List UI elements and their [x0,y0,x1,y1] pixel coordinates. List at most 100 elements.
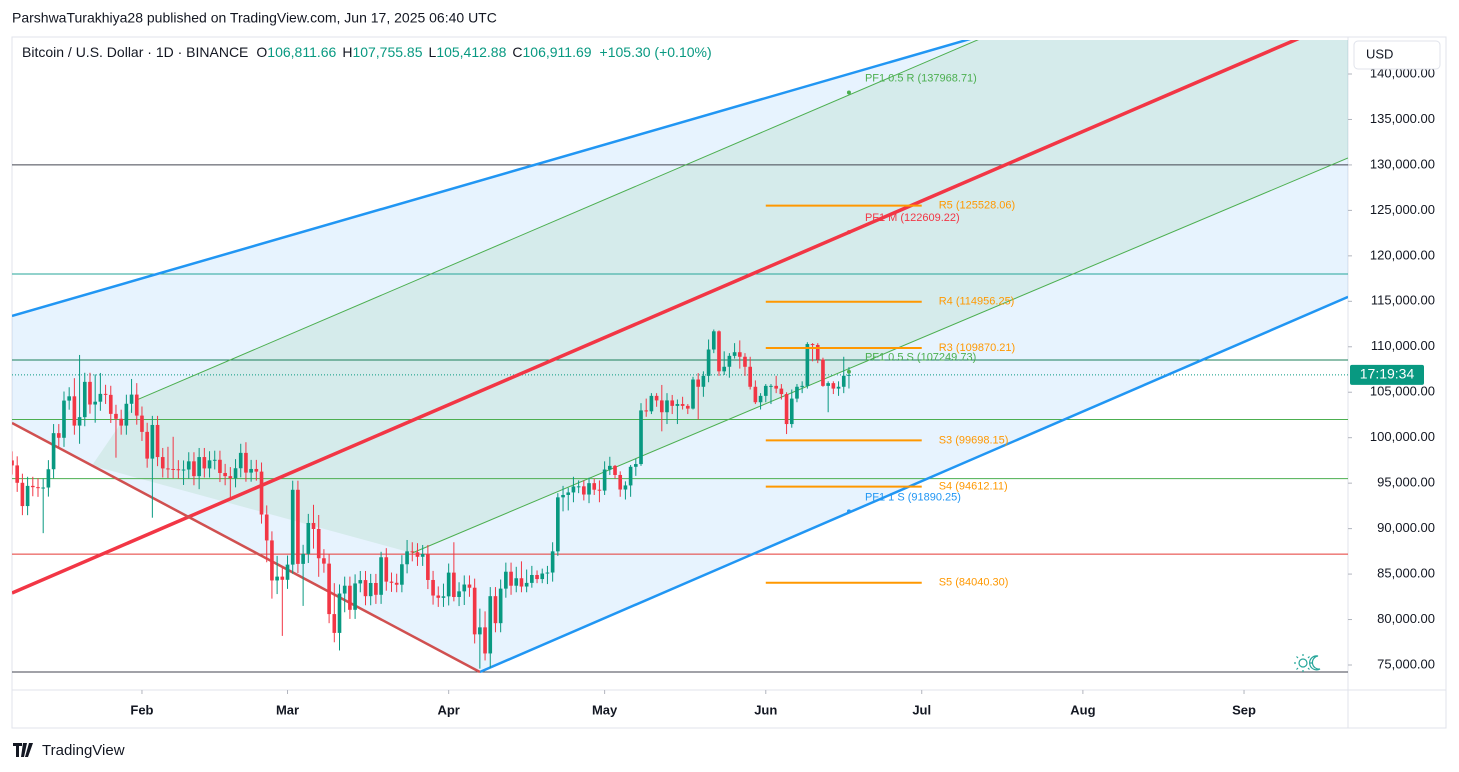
candle-body [337,593,342,633]
candle-body [285,564,290,580]
candle-body [608,465,612,470]
candle-body [670,400,675,406]
candle-body [795,386,799,399]
candle-body [685,405,690,409]
candle-body [363,580,368,597]
candle-body [613,465,617,475]
candle-body [467,584,472,588]
plot: R5 (125528.06) R4 (114956.25) R3 (109870.2… [12,40,1348,674]
candle-body [753,386,758,403]
candle-body [342,585,347,594]
candle-body [264,514,269,541]
y-tick-label: 115,000.00 [1371,293,1435,308]
candle-body [436,595,441,598]
ohlc-value: 105,412.88 [436,44,506,60]
candle-body [379,557,383,595]
candle-body [124,403,129,426]
brand[interactable]: TradingView [42,742,125,759]
candle-body [446,572,451,597]
candle-body [498,588,503,624]
candle-body [400,564,404,585]
symbol-title: Bitcoin / U.S. Dollar · 1D · BINANCE [22,44,248,60]
candle-body [348,585,352,610]
ohlc-key: L [429,44,437,60]
pivot-label: R4 (114956.25) [939,296,1015,308]
x-tick-label: Mar [276,702,299,717]
candle-body [218,459,222,473]
y-tick-label: 110,000.00 [1371,338,1435,353]
candle-body [36,487,40,489]
candle-body [41,487,46,489]
candle-body [394,582,399,585]
candle-body [410,551,415,553]
candle-body [166,468,170,470]
candle-body [472,587,477,635]
pitchfork-outer-fill [12,40,1348,672]
pitchfork-point [846,509,851,514]
pitchfork-label: PF1 1 S (91890.25) [865,491,961,503]
ohlc-value: 107,755.85 [352,44,422,60]
x-tick-label: May [592,702,618,717]
candle-body [644,410,649,412]
candle-body [654,395,659,401]
candle-body [711,331,716,350]
candle-body [77,417,82,426]
candle-body [306,522,311,554]
candle-body [748,366,752,387]
candle-body [836,386,841,389]
currency[interactable]: USD [1366,46,1393,61]
candle-body [358,580,363,584]
candle-body [774,385,778,389]
candle-body [160,457,165,469]
candle-body [25,485,30,507]
candle-body [296,489,300,564]
countdown: 17:19:34 [1360,366,1415,382]
candle-body [98,393,103,402]
candle-body [639,410,643,465]
candle-body [493,596,498,624]
brand-logo[interactable] [13,743,33,757]
candle-body [202,457,207,469]
candle-body [691,379,695,409]
candle-body [821,359,825,386]
pitchfork-point [846,90,851,95]
candle-body [675,404,680,406]
candle-body [831,383,836,389]
candle-body [15,465,20,483]
candle-body [108,394,113,414]
candle-body [633,464,638,467]
theme-icon[interactable] [1294,654,1321,672]
candle-body [150,424,155,459]
candle-body [129,394,134,404]
candle-body [587,483,591,495]
pivot-label: S3 (99698.15) [939,434,1009,446]
pitchfork-label: PF1 0.5 R (137968.71) [865,72,977,84]
candle-body [717,331,721,372]
pitchfork-point [846,230,851,235]
candle-body [88,381,92,405]
candle-body [732,352,737,356]
countdown-tag [1350,364,1424,385]
pitchfork-line [136,40,979,401]
pitchfork-label: PF1 0.5 S (107249.73) [865,352,976,364]
y-tick-label: 80,000.00 [1377,611,1435,626]
candle-body [592,483,597,490]
candle-body [62,400,66,438]
candle-body [706,349,711,376]
candle-body [743,356,747,367]
candle-body [254,468,259,472]
byline: ParshwaTurakhiya28 published on TradingV… [12,10,497,26]
candle-body [46,469,51,488]
candle-body [665,400,669,413]
candle-body [207,460,212,469]
candle-body [155,424,160,458]
candle-body [322,558,326,564]
candle-body [290,489,295,565]
candle-body [530,574,534,583]
currency-button[interactable] [1353,40,1441,70]
candle-body [114,413,118,419]
candle-body [51,433,56,470]
pitchfork-line [12,421,481,674]
x-tick-label: Jul [912,702,931,717]
